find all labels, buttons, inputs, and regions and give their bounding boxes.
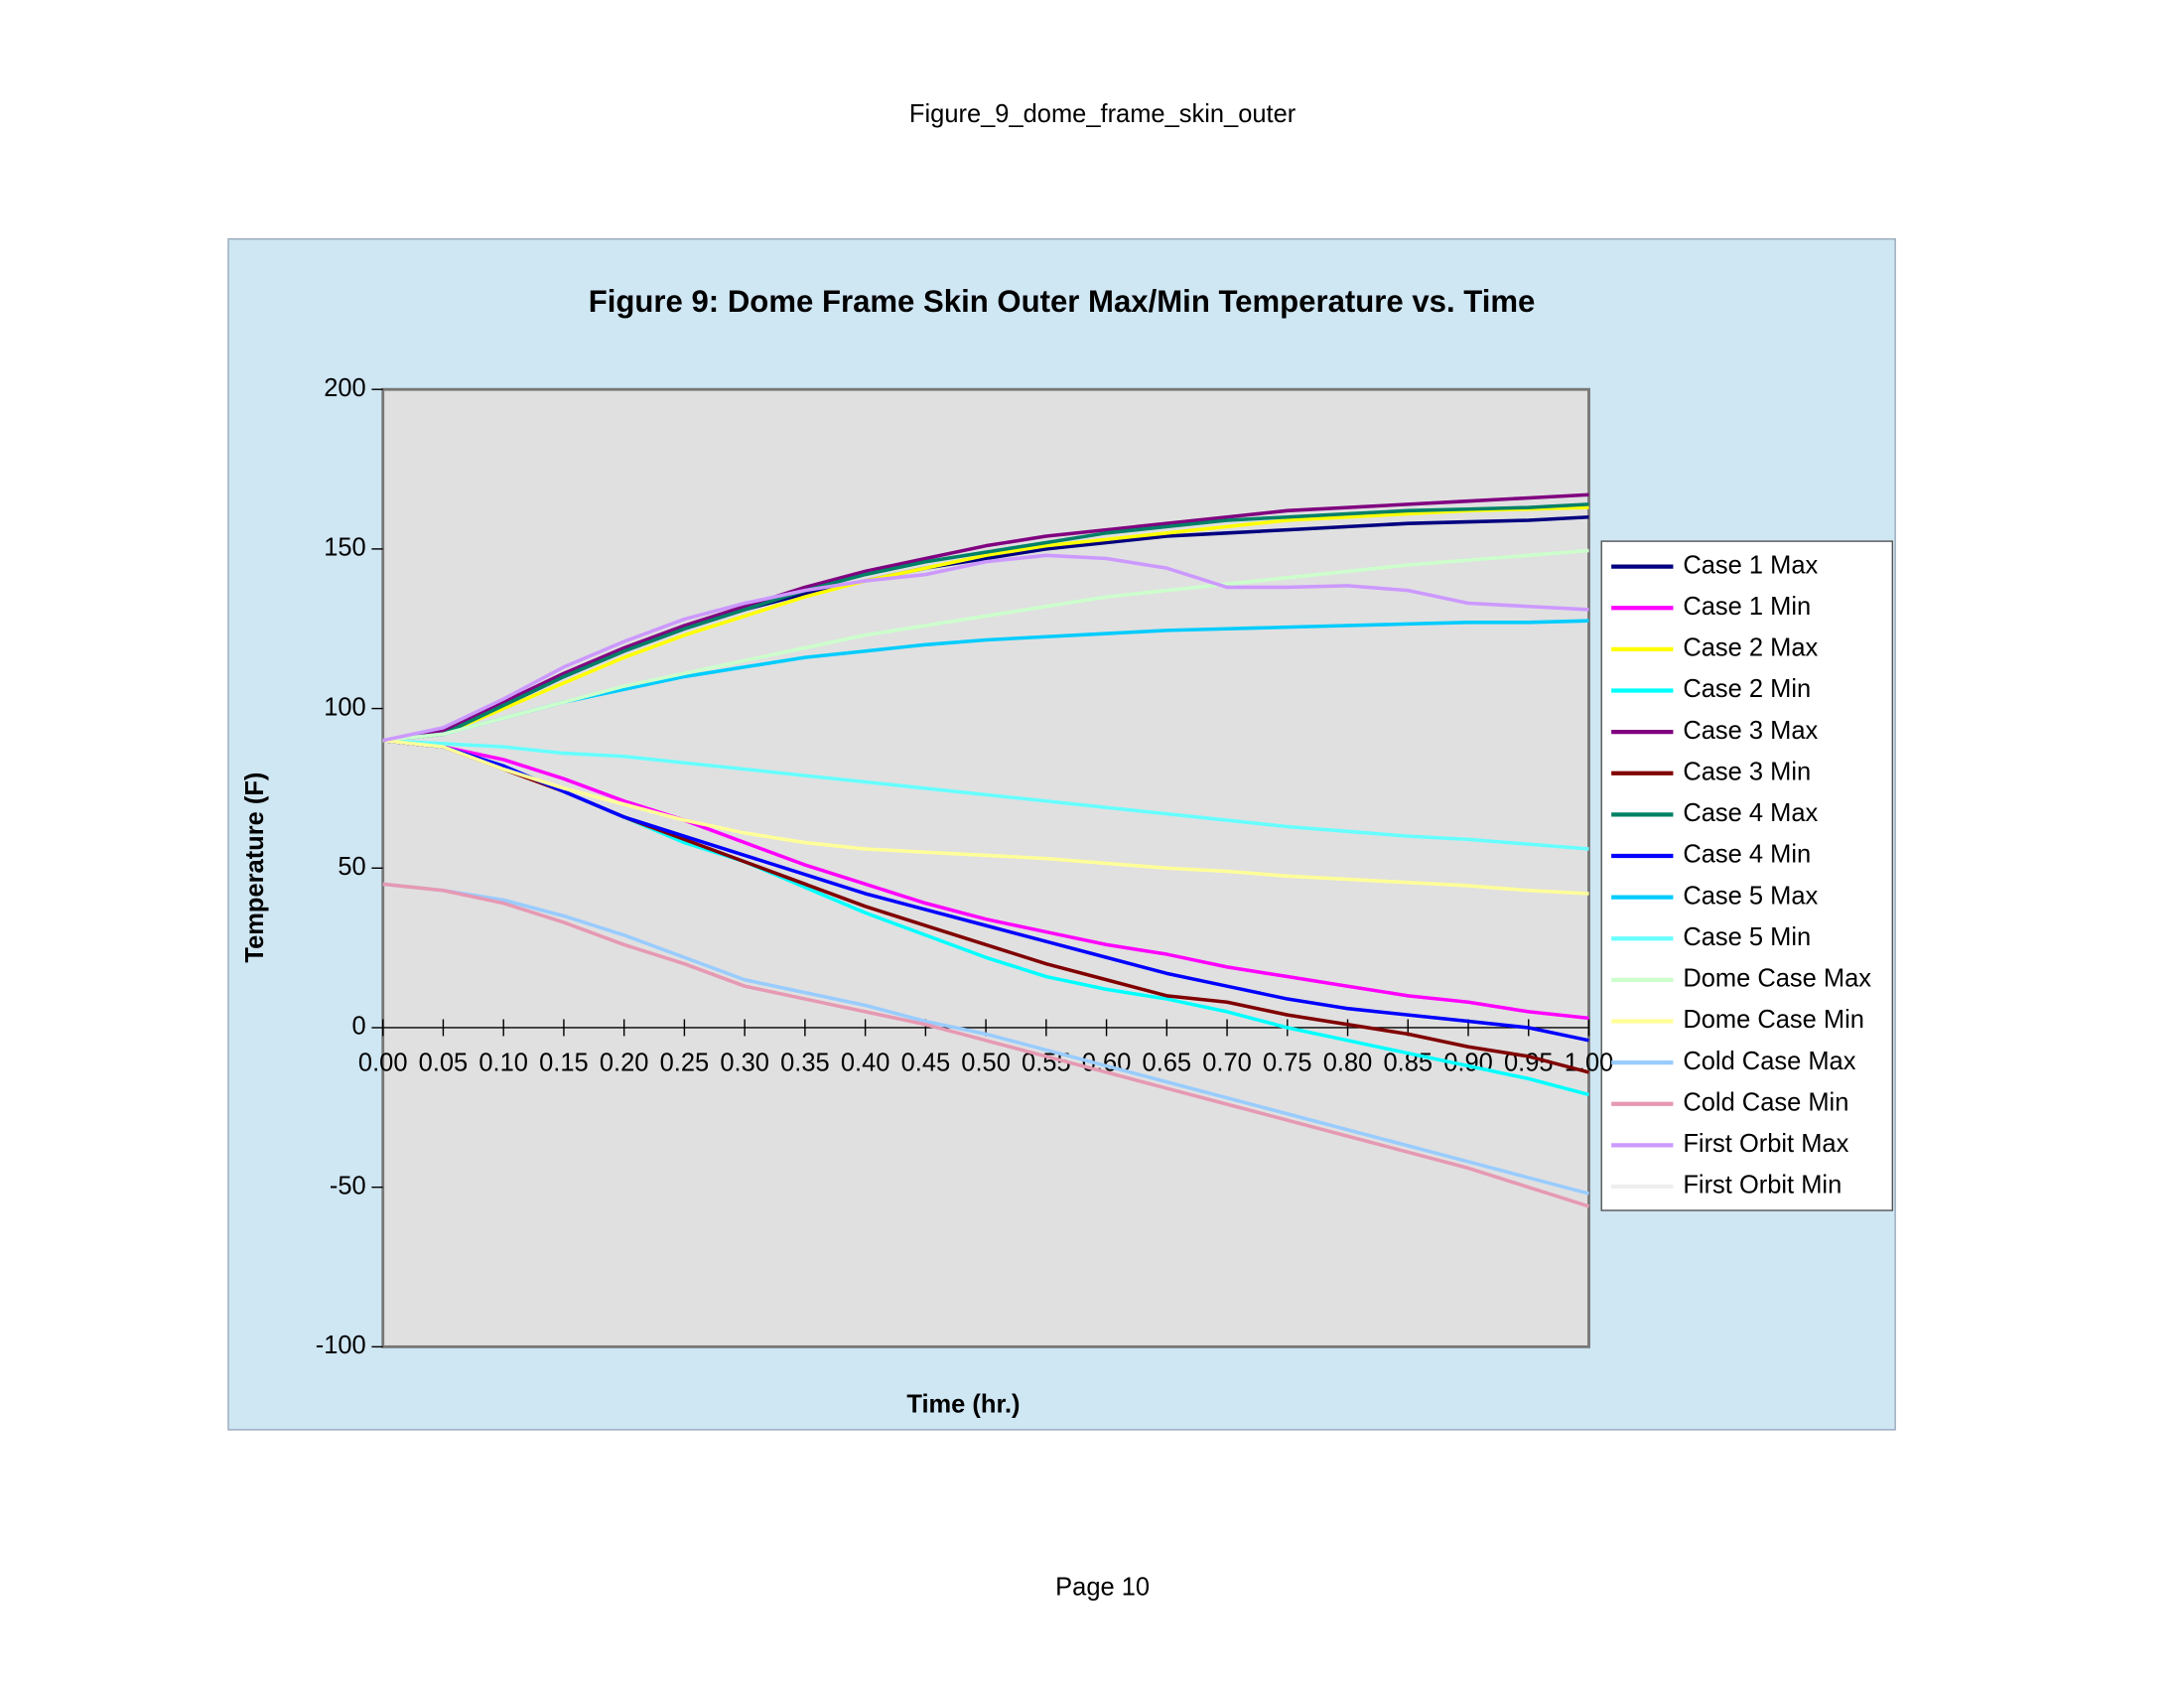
- y-tick-label: 50: [338, 853, 365, 881]
- y-tick-label: -50: [330, 1172, 366, 1199]
- legend-label: Case 3 Max: [1683, 717, 1818, 745]
- x-tick-label: 0.10: [478, 1050, 528, 1077]
- x-tick-label: 0.35: [780, 1050, 830, 1077]
- legend-label: Cold Case Max: [1683, 1048, 1855, 1075]
- x-tick-label: 0.30: [720, 1050, 769, 1077]
- legend-label: Case 1 Min: [1683, 593, 1811, 621]
- legend-label: Cold Case Min: [1683, 1088, 1848, 1116]
- x-axis-label: Time (hr.): [906, 1391, 1020, 1419]
- x-tick-label: 0.40: [841, 1050, 890, 1077]
- series-line: [382, 553, 1589, 743]
- plot-area: [381, 387, 1590, 1348]
- x-tick-label: 0.70: [1202, 1050, 1252, 1077]
- series-line: [382, 882, 1590, 1208]
- y-tick-label: 200: [324, 374, 366, 402]
- x-tick-label: 1.00: [1565, 1050, 1614, 1077]
- series-line: [382, 492, 1589, 743]
- x-tick-label: 0.65: [1143, 1050, 1192, 1077]
- y-axis-label: Temperature (F): [241, 773, 269, 963]
- y-tick-label: 150: [324, 534, 366, 562]
- legend-label: Case 3 Min: [1683, 758, 1811, 785]
- page-footer: Page 10: [1055, 1574, 1150, 1602]
- x-tick-label: 0.00: [358, 1050, 408, 1077]
- x-tick-label: 0.25: [660, 1050, 710, 1077]
- legend-label: First Orbit Min: [1683, 1172, 1842, 1199]
- legend-label: Case 4 Max: [1683, 799, 1818, 827]
- y-tick-label: 0: [352, 1013, 366, 1041]
- page-title: Figure_9_dome_frame_skin_outer: [909, 100, 1297, 128]
- y-tick-label: 100: [324, 693, 366, 721]
- x-tick-label: 0.80: [1323, 1050, 1373, 1077]
- series-line: [382, 882, 1589, 1195]
- x-tick-label: 0.05: [419, 1050, 469, 1077]
- legend-label: Dome Case Max: [1683, 965, 1871, 993]
- x-tick-label: 0.75: [1263, 1050, 1312, 1077]
- legend: [1600, 540, 1894, 1211]
- series-line: [382, 738, 1589, 1043]
- legend-label: Dome Case Min: [1683, 1006, 1864, 1034]
- series-line: [382, 738, 1589, 851]
- x-tick-label: 0.45: [901, 1050, 951, 1077]
- legend-label: Case 1 Max: [1683, 551, 1818, 579]
- legend-label: First Orbit Max: [1683, 1130, 1848, 1158]
- series-line: [382, 505, 1589, 743]
- chart-title: Figure 9: Dome Frame Skin Outer Max/Min …: [589, 284, 1536, 319]
- plot: 200 150 100 50 0 -50 -100 0.00 0.05 0.10 0.15 0.20 0…: [316, 374, 1872, 1359]
- y-tick-label: -100: [316, 1332, 366, 1359]
- series-line: [382, 502, 1589, 743]
- legend-label: Case 2 Min: [1683, 675, 1811, 703]
- legend-label: Case 5 Min: [1683, 923, 1811, 951]
- series-line: [382, 738, 1589, 1021]
- x-tick-label: 0.20: [600, 1050, 649, 1077]
- series-line: [382, 548, 1589, 743]
- legend-label: Case 4 Min: [1683, 841, 1811, 869]
- legend-label: Case 2 Max: [1683, 634, 1818, 662]
- legend-label: Case 5 Max: [1683, 882, 1818, 910]
- series-line: [382, 738, 1589, 896]
- x-tick-label: 0.15: [539, 1050, 589, 1077]
- x-tick-label: 0.50: [961, 1050, 1011, 1077]
